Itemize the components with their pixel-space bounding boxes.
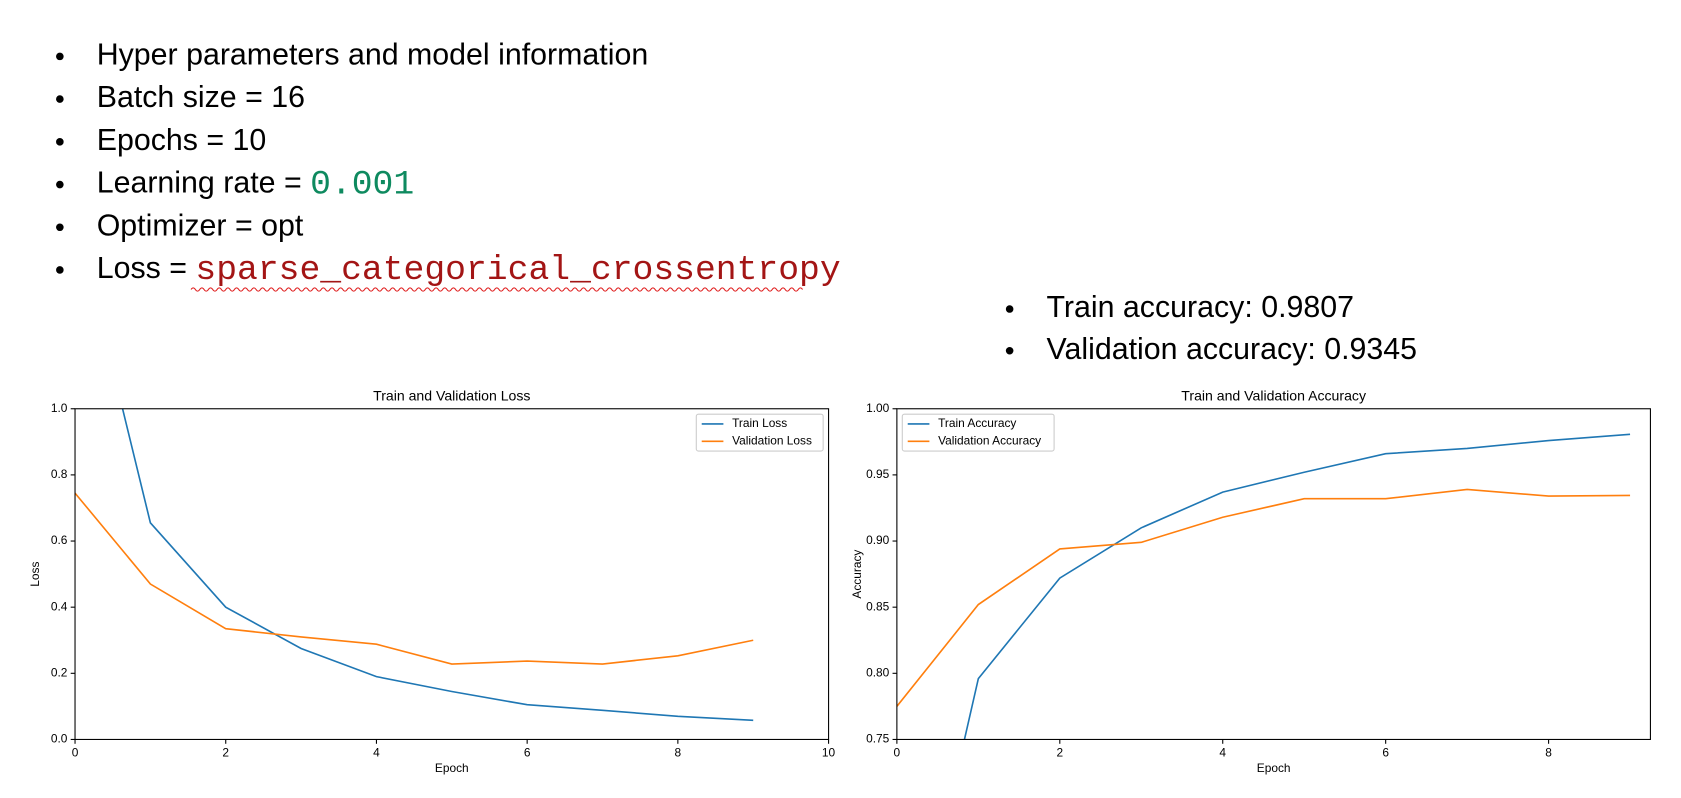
chart-title: Train and Validation Accuracy (1181, 388, 1367, 404)
legend-label: Validation Accuracy (938, 433, 1041, 447)
x-tick-label: 0 (72, 746, 79, 760)
code-text: 0.001 (310, 166, 414, 205)
y-tick-label: 0.90 (866, 533, 890, 547)
y-tick-label: 0.2 (51, 665, 68, 679)
bullet-dot (56, 52, 64, 61)
bullet-text: Batch size = 16 (97, 81, 305, 114)
x-tick-label: 2 (222, 746, 229, 760)
bullet-dot (56, 180, 64, 189)
bullet-label: Optimizer = opt (97, 209, 304, 242)
bullet-label: Loss = (97, 252, 196, 285)
x-tick-label: 10 (822, 746, 836, 760)
y-axis-label: Loss (28, 561, 42, 586)
y-tick-label: 0.75 (866, 732, 890, 746)
y-tick-label: 0.85 (866, 599, 890, 613)
x-tick-label: 2 (1056, 746, 1063, 760)
series-line (963, 433, 1631, 740)
bullet-text: Epochs = 10 (97, 124, 267, 157)
bullet-label: Batch size = 16 (97, 81, 305, 114)
plot-frame (74, 408, 830, 740)
legend-box (901, 413, 1055, 452)
code-text: sparse_categorical_crossentropy (195, 251, 840, 290)
x-tick-label: 0 (894, 746, 901, 760)
series-line (896, 488, 1631, 707)
y-tick-label: 0.4 (51, 599, 68, 613)
plot-frame (896, 408, 1651, 740)
y-tick-label: 1.0 (51, 401, 68, 415)
legend-label: Train Accuracy (938, 416, 1016, 430)
bullet-dot (56, 95, 64, 103)
y-tick-label: 0.8 (51, 467, 68, 481)
bullet-text: Optimizer = opt (97, 209, 304, 242)
y-axis-label: Accuracy (850, 550, 864, 599)
legend-box (695, 413, 824, 452)
bullet-label: Learning rate = (97, 167, 310, 200)
bullet-label: Hyper parameters and model information (97, 38, 649, 71)
y-tick-label: 0.80 (866, 665, 890, 679)
x-tick-label: 6 (1382, 746, 1389, 760)
bullet-label: Epochs = 10 (97, 124, 267, 157)
legend-label: Validation Loss (732, 433, 812, 447)
x-tick-label: 6 (524, 746, 531, 760)
x-tick-label: 8 (1545, 746, 1552, 760)
bullet-text: Learning rate = 0.001 (97, 166, 415, 205)
x-tick-label: 4 (1219, 746, 1226, 760)
series-line (121, 408, 754, 722)
y-tick-label: 0.6 (51, 533, 68, 547)
result-text: Validation accuracy: 0.9345 (1047, 333, 1418, 366)
bullet-dot (56, 223, 64, 232)
bullet-text: Loss = sparse_categorical_crossentropy (97, 251, 841, 290)
bullet-dot (56, 266, 64, 274)
bullet-dot (1005, 305, 1014, 313)
y-tick-label: 1.00 (866, 401, 890, 415)
series-line (75, 492, 754, 665)
x-tick-label: 4 (373, 746, 380, 760)
bullet-text: Hyper parameters and model information (97, 38, 649, 71)
x-tick-label: 8 (675, 746, 682, 760)
y-tick-label: 0.95 (866, 467, 890, 481)
result-text: Train accuracy: 0.9807 (1047, 291, 1355, 324)
y-tick-label: 0.0 (51, 732, 68, 746)
bullet-dot (1005, 346, 1014, 355)
legend-label: Train Loss (732, 416, 787, 430)
spell-underline (190, 287, 804, 292)
x-axis-label: Epoch (435, 761, 469, 775)
chart-title: Train and Validation Loss (373, 388, 530, 404)
bullet-dot (56, 138, 64, 146)
x-axis-label: Epoch (1257, 761, 1291, 775)
